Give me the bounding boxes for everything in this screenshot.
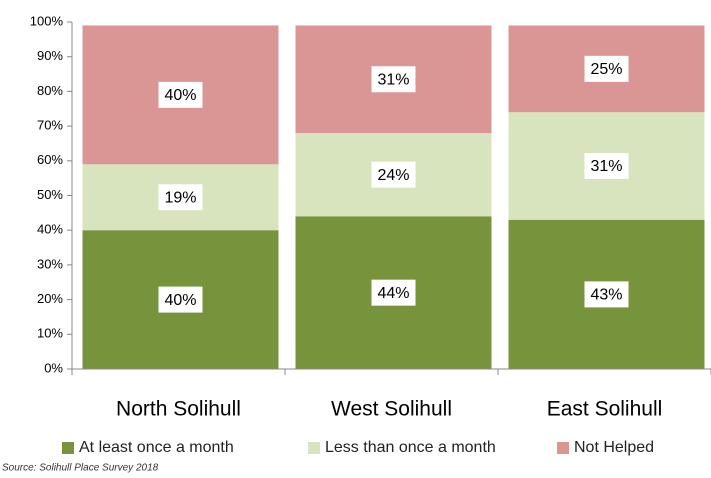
legend-swatch [308,442,320,454]
y-tick-label: 0% [44,360,63,375]
value-label: 31% [377,71,409,88]
value-label: 25% [590,61,622,78]
value-label-box [158,184,203,211]
legend-label: At least once a month [79,439,234,456]
value-label: 40% [164,292,196,309]
x-tick-label: East Solihull [547,398,663,421]
value-label-box [158,286,203,313]
y-tick-label: 70% [37,118,63,133]
value-label: 43% [590,287,622,304]
value-label-box [371,161,416,188]
y-tick-label: 100% [30,13,64,28]
value-label: 31% [590,158,622,175]
value-label: 19% [164,189,196,206]
value-label-box [371,279,416,306]
y-tick-label: 60% [37,152,63,167]
y-tick-label: 40% [37,222,63,237]
legend-swatch [62,442,74,454]
value-label-box [584,281,629,308]
value-label: 44% [377,285,409,302]
y-tick-label: 10% [37,326,63,341]
y-tick-label: 50% [37,187,63,202]
y-tick-label: 90% [37,48,63,63]
legend-label: Not Helped [574,439,654,456]
x-tick-label: North Solihull [116,398,241,421]
value-label: 24% [377,167,409,184]
legend-label: Less than once a month [325,439,496,456]
legend-swatch [557,442,569,454]
value-label-box [584,55,629,82]
x-tick-label: West Solihull [331,398,452,421]
y-tick-label: 20% [37,291,63,306]
y-tick-label: 80% [37,83,63,98]
value-label-box [158,81,203,108]
value-label-box [584,153,629,180]
value-label-box [371,66,416,93]
value-label: 40% [164,87,196,104]
y-tick-label: 30% [37,256,63,271]
source-note: Source: Solihull Place Survey 2018 [2,463,159,474]
